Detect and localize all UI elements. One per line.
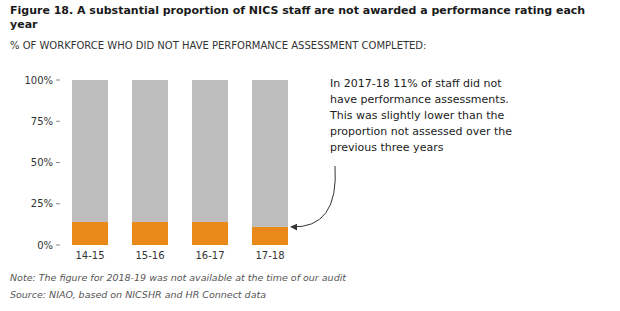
annotation-line: In 2017-18 11% of staff did not: [330, 76, 610, 92]
bar-segment: [192, 222, 228, 245]
tick-label: 75%: [31, 116, 53, 127]
tick-label: 0%: [37, 240, 53, 251]
bar-segment: [72, 80, 108, 222]
annotation-line: proportion not assessed over the: [330, 124, 610, 140]
x-axis: 14-15 15-16 16-17 17-18: [75, 250, 284, 261]
bar-segment: [252, 227, 288, 245]
bars: [72, 80, 288, 245]
annotation-line: previous three years: [330, 140, 610, 156]
source: Source: NIAO, based on NICSHR and HR Con…: [10, 289, 266, 300]
tick-label: 14-15: [75, 250, 104, 261]
title: Figure 18. A substantial proportion of N…: [10, 4, 610, 32]
tick-label: 17-18: [255, 250, 284, 261]
tick-mark: [56, 203, 60, 204]
note: Note: The figure for 2018-19 was not ava…: [10, 272, 346, 283]
bar-segment: [132, 80, 168, 222]
tick-label: 100%: [24, 75, 53, 86]
bar-segment: [192, 80, 228, 222]
annotation: In 2017-18 11% of staff did nothave perf…: [330, 76, 610, 156]
annotation-line: have performance assessments.: [330, 92, 610, 108]
annotation-line: This was slightly lower than the: [330, 108, 610, 124]
tick-mark: [56, 245, 60, 246]
bar-segment: [252, 80, 288, 227]
tick-mark: [56, 121, 60, 122]
bar-segment: [72, 222, 108, 245]
tick-label: 25%: [31, 198, 53, 209]
bar-segment: [132, 222, 168, 245]
subtitle: % OF WORKFORCE WHO DID NOT HAVE PERFORMA…: [10, 40, 610, 51]
tick-mark: [56, 162, 60, 163]
tick-label: 16-17: [195, 250, 224, 261]
y-axis: 0% 25% 50% 75% 100%: [24, 75, 60, 251]
arrow: [291, 166, 335, 227]
tick-label: 50%: [31, 157, 53, 168]
tick-mark: [56, 80, 60, 81]
tick-label: 15-16: [135, 250, 164, 261]
